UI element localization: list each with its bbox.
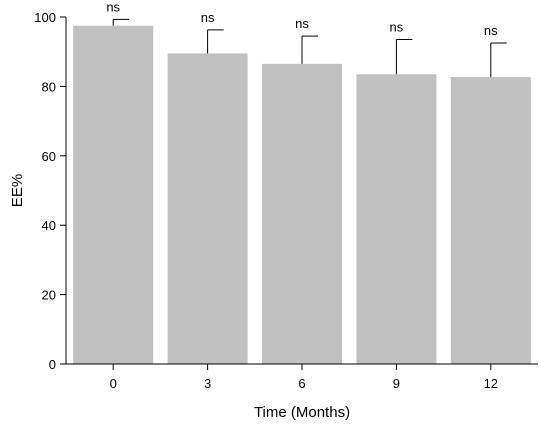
error-bar-12 [490, 42, 507, 78]
error-bar-6 [301, 35, 318, 64]
annotation-0: ns [106, 0, 120, 14]
x-tick-label-0: 0 [110, 376, 117, 391]
x-ticks: 0 3 6 9 12 [110, 364, 498, 391]
bar-0 [73, 25, 154, 365]
annotation-6: ns [295, 16, 309, 31]
annotation-12: ns [484, 23, 498, 38]
y-ticks: 0 20 40 60 80 100 [34, 10, 66, 372]
error-bar-9 [395, 39, 413, 75]
annotation-9: ns [390, 20, 404, 35]
annotation-3: ns [201, 10, 215, 25]
bar-12 [450, 77, 531, 364]
bars [73, 25, 531, 365]
x-tick-label-3: 3 [204, 376, 211, 391]
error-bars [112, 18, 507, 78]
y-tick-label-60: 60 [42, 149, 56, 164]
significance-annotations: ns ns ns ns ns [106, 0, 498, 38]
x-axis-title: Time (Months) [254, 404, 350, 421]
y-axis-title: EE% [9, 174, 26, 207]
error-bar-0 [112, 18, 130, 26]
y-tick-label-0: 0 [49, 357, 56, 372]
y-tick-label-80: 80 [42, 79, 56, 94]
bar-3 [167, 53, 248, 365]
y-tick-label-100: 100 [34, 10, 56, 25]
x-tick-label-9: 9 [393, 376, 400, 391]
x-tick-label-12: 12 [484, 376, 498, 391]
error-bar-3 [207, 29, 224, 54]
y-tick-label-20: 20 [42, 288, 56, 303]
x-tick-label-6: 6 [298, 376, 305, 391]
bar-6 [262, 63, 342, 364]
bar-9 [356, 74, 437, 364]
y-tick-label-40: 40 [42, 218, 56, 233]
